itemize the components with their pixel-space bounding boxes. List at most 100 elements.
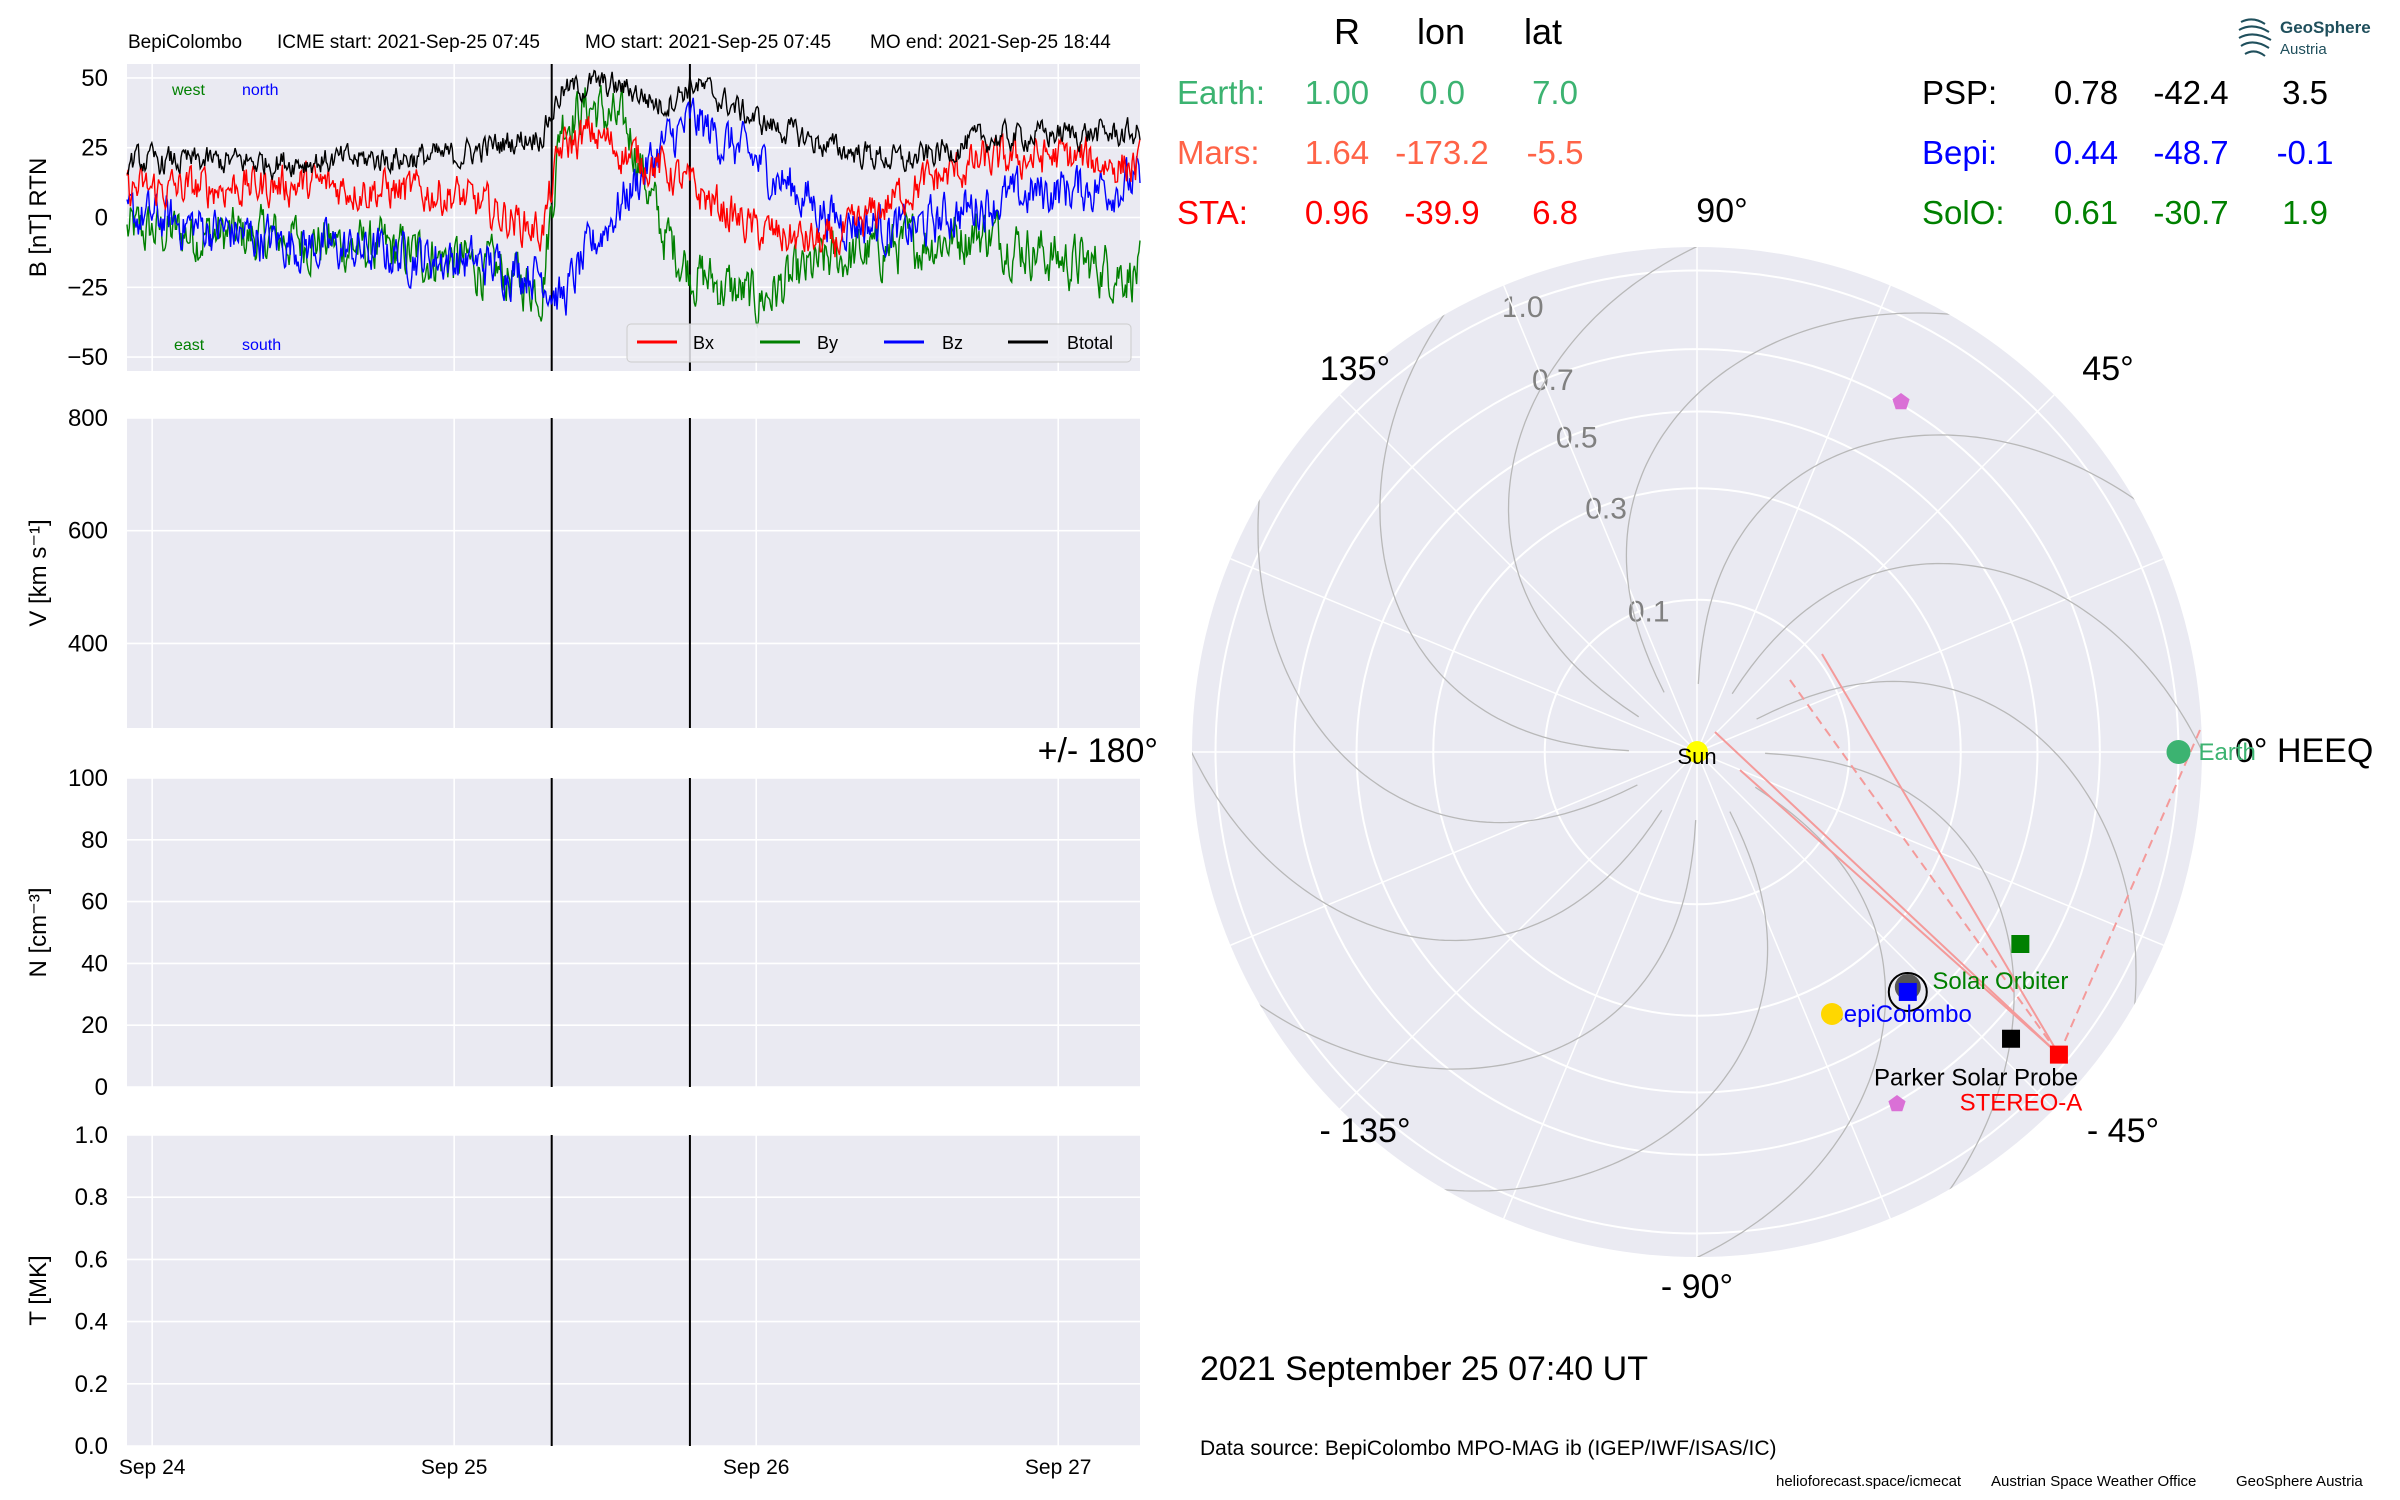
x-tick-label: Sep 27 (1025, 1456, 1092, 1479)
v-ytick-label: 800 (68, 405, 108, 432)
pos-right-name: PSP: (1922, 74, 1997, 111)
polar-angle-label: 135° (1320, 350, 1390, 388)
pos-left-name: Earth: (1177, 74, 1265, 111)
polar-angle-label: - 45° (2087, 1112, 2159, 1150)
v-ytick-label: 600 (68, 518, 108, 545)
n-ytick-label: 60 (81, 889, 108, 916)
label-stereo-a: STEREO-A (1960, 1090, 2083, 1117)
logo-line2: Austria (2280, 41, 2327, 58)
polar-angle-label: 0° HEEQ (2235, 732, 2373, 770)
timestamp: 2021 September 25 07:40 UT (1200, 1350, 1648, 1388)
n-ytick-label: 0 (95, 1074, 108, 1101)
n-ytick-label: 20 (81, 1012, 108, 1039)
label-north: north (242, 82, 278, 99)
pos-left-r: 0.96 (1305, 194, 1369, 231)
pos-left-r: 1.64 (1305, 134, 1369, 171)
header-icme-start: ICME start: 2021-Sep-25 07:45 (277, 32, 540, 53)
violet-pentagon-marker (1892, 393, 1910, 410)
b-ytick-label: 25 (81, 135, 108, 162)
t-ytick-label: 0.0 (75, 1433, 108, 1460)
x-tick-label: Sep 25 (421, 1456, 488, 1479)
pos-left-lat: -5.5 (1527, 134, 1584, 171)
label-west: west (171, 82, 205, 99)
polar-objects: Sun Earth BepiColombo Solar Orbiter Parker S… (1677, 393, 2256, 1117)
pos-right-r: 0.78 (2054, 74, 2118, 111)
psp-orbit-marker (1821, 1003, 1843, 1025)
pos-left-lon: -39.9 (1404, 194, 1479, 231)
v-ytick-label: 400 (68, 630, 108, 657)
series-line-bx (126, 116, 1141, 258)
b-ytick-label: −50 (67, 344, 108, 371)
marker-stereo-a: STEREO-A (1960, 1045, 2083, 1117)
header-mo-end: MO end: 2021-Sep-25 18:44 (870, 32, 1111, 53)
label-earth: Earth (2198, 739, 2255, 766)
t-ylabel: T [MK] (25, 1255, 52, 1325)
n-panel: 100 80 60 40 20 0 N [cm⁻³] (25, 765, 1140, 1101)
pos-left-name: STA: (1177, 194, 1248, 231)
marker-bepicolombo: BepiColombo (1828, 971, 1972, 1028)
v-ylabel: V [km s⁻¹] (25, 519, 52, 626)
pos-right-lon: -48.7 (2153, 134, 2228, 171)
marker-solar-orbiter: Solar Orbiter (1932, 934, 2068, 995)
n-ytick-label: 100 (68, 765, 108, 792)
x-tick-label: Sep 24 (119, 1456, 186, 1479)
n-ytick-label: 80 (81, 827, 108, 854)
pos-right-lon: -42.4 (2153, 74, 2228, 111)
label-south: south (242, 337, 281, 354)
polar-angle-label: - 90° (1661, 1268, 1733, 1306)
pos-right-lat: 3.5 (2282, 74, 2328, 111)
label-east: east (174, 337, 205, 354)
pos-left-lat: 6.8 (1532, 194, 1578, 231)
pos-left-lon: -173.2 (1395, 134, 1489, 171)
series-line-btotal (126, 69, 1141, 180)
header-mo-start: MO start: 2021-Sep-25 07:45 (585, 32, 831, 53)
t-ytick-label: 0.4 (75, 1309, 108, 1336)
pos-right-lat: 1.9 (2282, 194, 2328, 231)
polar-angle-label: 90° (1696, 192, 1747, 230)
pos-right-name: Bepi: (1922, 134, 1997, 171)
violet-pentagon-marker (1888, 1095, 1906, 1112)
header-spacecraft: BepiColombo (128, 32, 242, 53)
b-ytick-label: 0 (95, 205, 108, 232)
b-ylabel: B [nT] RTN (25, 158, 52, 278)
b-ytick-label: −25 (67, 274, 108, 301)
legend-by: By (817, 333, 838, 353)
data-source: Data source: BepiColombo MPO-MAG ib (IGE… (1200, 1437, 1777, 1460)
footer-office: Austrian Space Weather Office (1991, 1473, 2196, 1490)
pos-header-lat: lat (1524, 11, 1562, 52)
pos-right-r: 0.44 (2054, 134, 2118, 171)
legend-btotal: Btotal (1067, 333, 1113, 353)
legend-bz: Bz (942, 333, 963, 353)
logo-line1: GeoSphere (2280, 18, 2371, 37)
marker-parker-solar-probe: Parker Solar Probe (1874, 1029, 2078, 1092)
t-ytick-label: 0.6 (75, 1246, 108, 1273)
pos-right-lat: -0.1 (2277, 134, 2334, 171)
footer-org: GeoSphere Austria (2236, 1473, 2363, 1490)
pos-left-lon: 0.0 (1419, 74, 1465, 111)
b-legend: Bx By Bz Btotal (626, 323, 1132, 363)
pos-right-lon: -30.7 (2153, 194, 2228, 231)
t-ytick-label: 1.0 (75, 1122, 108, 1149)
geosphere-logo: GeoSphere Austria (2238, 18, 2371, 58)
pos-left-lat: 7.0 (1532, 74, 1578, 111)
footer-site: helioforecast.space/icmecat (1776, 1473, 1962, 1490)
t-ytick-label: 0.2 (75, 1371, 108, 1398)
v-panel: 800 600 400 V [km s⁻¹] (25, 405, 1140, 728)
pos-left-name: Mars: (1177, 134, 1260, 171)
series-line-bz (126, 97, 1141, 316)
label-solar-orbiter: Solar Orbiter (1932, 968, 2068, 995)
label-bepicolombo: BepiColombo (1828, 1001, 1972, 1028)
label-parker-solar-probe: Parker Solar Probe (1874, 1065, 2078, 1092)
t-ytick-label: 0.8 (75, 1184, 108, 1211)
pos-header-r: R (1334, 11, 1360, 52)
marker-earth: Earth (2166, 739, 2256, 766)
n-ylabel: N [cm⁻³] (25, 888, 52, 978)
geosphere-logo-icon (2238, 18, 2272, 57)
x-tick-label: Sep 26 (723, 1456, 790, 1479)
cme-lines (1714, 653, 2201, 1056)
b-ytick-label: 50 (81, 65, 108, 92)
